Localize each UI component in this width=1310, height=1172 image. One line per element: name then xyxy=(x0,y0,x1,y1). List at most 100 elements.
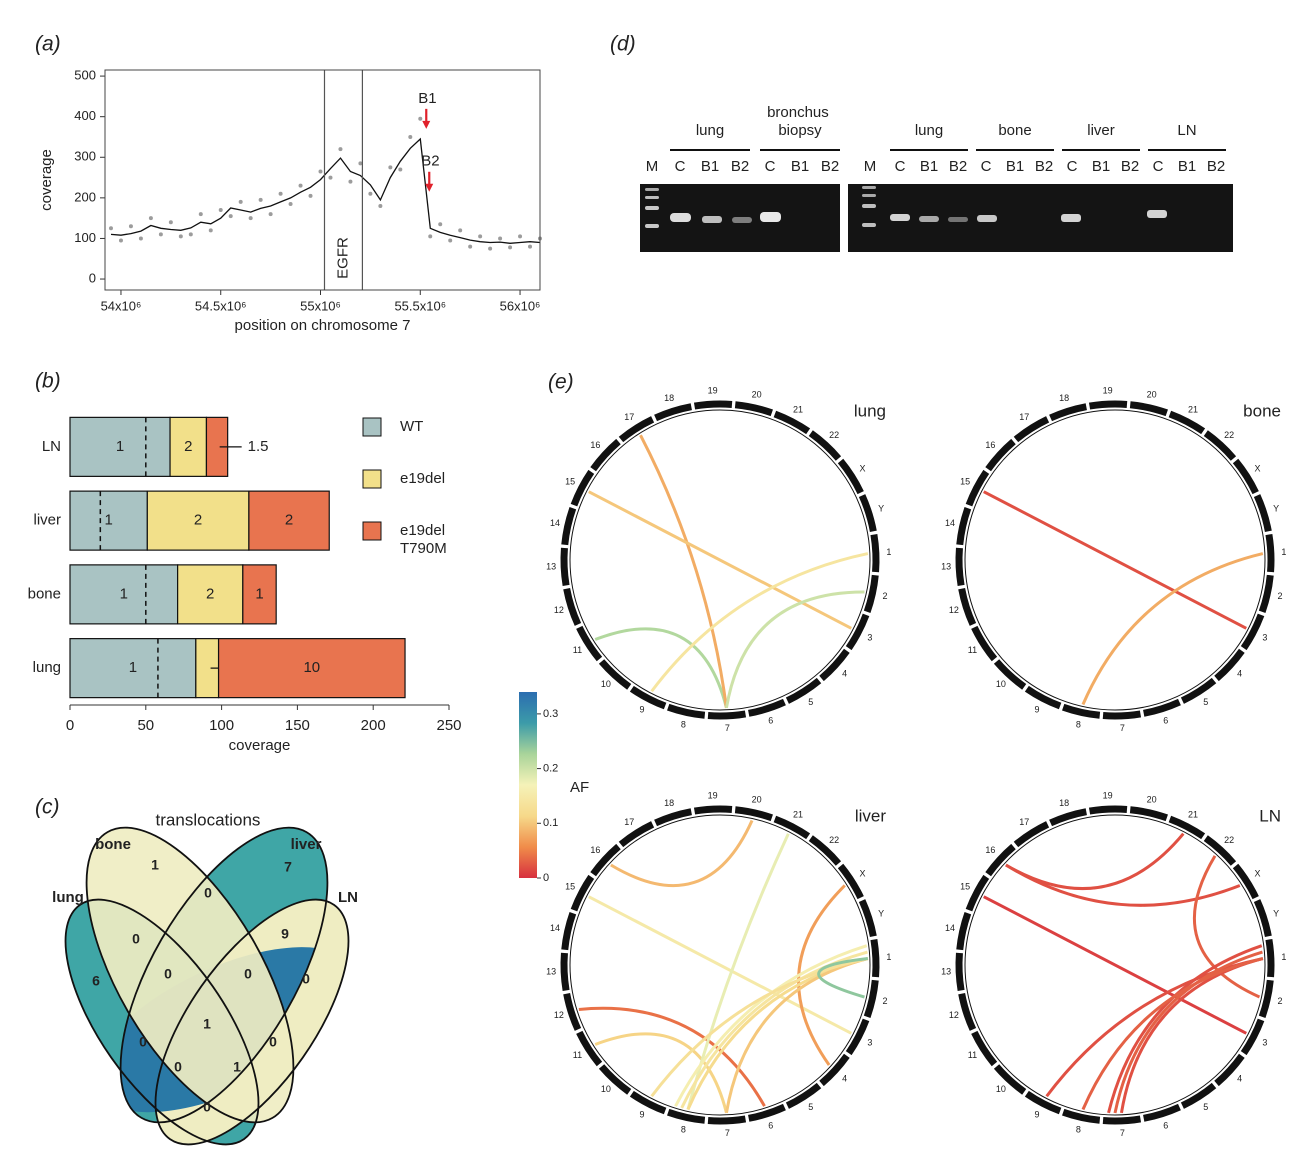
chromosome-label: 18 xyxy=(1059,798,1069,808)
data-point xyxy=(189,232,193,236)
segment-label: 1 xyxy=(255,585,263,602)
segment-label: 2 xyxy=(206,585,214,602)
chromosome-band xyxy=(959,548,961,585)
chromosome-label: 9 xyxy=(639,1109,644,1119)
y-tick-label: 100 xyxy=(74,230,96,245)
chromosome-label: 13 xyxy=(546,562,556,572)
chromosome-band xyxy=(1103,1119,1140,1121)
chromosome-label: 2 xyxy=(882,591,887,601)
region-count: 0 xyxy=(139,1034,147,1050)
group-label: lung xyxy=(696,122,724,139)
segment-label: 10 xyxy=(303,659,320,676)
chromosome-label: 11 xyxy=(968,645,977,655)
lane-label: B1 xyxy=(701,158,719,175)
annotation-label: B1 xyxy=(418,90,436,107)
legend-swatch xyxy=(363,522,381,540)
figure: (a)010020030040050054x10⁶54.5x10⁶55x10⁶5… xyxy=(0,0,1310,1172)
lane-label: B2 xyxy=(1121,158,1139,175)
lane-label: B1 xyxy=(920,158,938,175)
chromosome-label: 22 xyxy=(1224,430,1234,440)
chromosome-label: 6 xyxy=(768,1121,773,1131)
chromosome-label: X xyxy=(1255,464,1261,474)
data-point xyxy=(299,184,303,188)
chromosome-label: 10 xyxy=(601,679,611,689)
lane-label: C xyxy=(1153,158,1164,175)
panel-label: (e) xyxy=(548,371,574,394)
lane-label: B1 xyxy=(1178,158,1196,175)
band xyxy=(1061,214,1081,222)
chromosome-label: 15 xyxy=(960,476,970,486)
set-label: liver xyxy=(291,836,322,853)
chromosome-label: 22 xyxy=(829,835,839,845)
chromosome-label: 10 xyxy=(601,1084,611,1094)
data-point xyxy=(528,245,532,249)
chromosome-label: 17 xyxy=(1019,817,1029,827)
chromosome-label: 12 xyxy=(554,1010,564,1020)
x-axis-label: coverage xyxy=(229,737,291,754)
chromosome-label: 15 xyxy=(565,476,575,486)
chromosome-label: 16 xyxy=(985,845,995,855)
chromosome-label: 21 xyxy=(1188,809,1198,819)
ladder-band xyxy=(862,194,876,197)
chromosome-label: X xyxy=(860,464,866,474)
colorbar-tick-label: 0.2 xyxy=(543,762,558,774)
chromosome-band xyxy=(1269,535,1271,572)
lane-label: C xyxy=(895,158,906,175)
group-label: lung xyxy=(915,122,943,139)
data-point xyxy=(408,135,412,139)
data-point xyxy=(279,192,283,196)
category-label: LN xyxy=(42,438,61,455)
data-point xyxy=(289,202,293,206)
x-tick-label: 50 xyxy=(137,717,154,734)
ladder-band xyxy=(645,206,659,210)
colorbar-tick-label: 0.1 xyxy=(543,817,558,829)
data-point xyxy=(159,232,163,236)
colorbar-tick-label: 0 xyxy=(543,872,549,884)
chromosome-band xyxy=(1103,714,1140,716)
chromosome-label: 5 xyxy=(808,1102,813,1112)
chromosome-label: 14 xyxy=(550,923,560,933)
y-tick-label: 400 xyxy=(74,108,96,123)
data-point xyxy=(418,117,422,121)
x-tick-label: 250 xyxy=(436,717,461,734)
panel-label: (d) xyxy=(610,33,636,56)
marker-lane-label: M xyxy=(864,158,877,175)
lane-label: B2 xyxy=(949,158,967,175)
data-point xyxy=(309,194,313,198)
lane-label: B2 xyxy=(1207,158,1225,175)
chromosome-label: 3 xyxy=(867,1037,872,1047)
data-point xyxy=(348,180,352,184)
legend-swatch xyxy=(363,418,381,436)
lane-label: B1 xyxy=(1006,158,1024,175)
region-count: 1 xyxy=(151,857,159,873)
chromosome-label: 12 xyxy=(949,605,959,615)
data-point xyxy=(269,212,273,216)
region-count: 7 xyxy=(284,859,292,875)
plot-title: LN xyxy=(1259,806,1281,825)
chromosome-band xyxy=(1269,940,1271,977)
chromosome-label: 22 xyxy=(1224,835,1234,845)
data-point xyxy=(498,236,502,240)
region-count: 0 xyxy=(204,885,212,901)
x-tick-label: 200 xyxy=(361,717,386,734)
y-tick-label: 200 xyxy=(74,189,96,204)
band xyxy=(702,216,722,223)
chromosome-label: 19 xyxy=(708,791,718,801)
x-tick-label: 150 xyxy=(285,717,310,734)
chromosome-label: 19 xyxy=(1103,791,1113,801)
chromosome-label: 17 xyxy=(624,817,634,827)
band xyxy=(977,215,997,222)
chromosome-label: Y xyxy=(878,504,884,514)
chromosome-label: 13 xyxy=(941,562,951,572)
plot-title: liver xyxy=(855,806,887,825)
chromosome-label: 6 xyxy=(1163,716,1168,726)
chromosome-label: 9 xyxy=(639,704,644,714)
region-count: 0 xyxy=(244,966,252,982)
chromosome-label: 10 xyxy=(996,1084,1006,1094)
chromosome-label: 2 xyxy=(1277,591,1282,601)
data-point xyxy=(139,236,143,240)
chromosome-label: 21 xyxy=(793,809,803,819)
lane-label: B1 xyxy=(791,158,809,175)
x-axis-label: position on chromosome 7 xyxy=(235,317,411,334)
chromosome-band xyxy=(564,548,566,585)
